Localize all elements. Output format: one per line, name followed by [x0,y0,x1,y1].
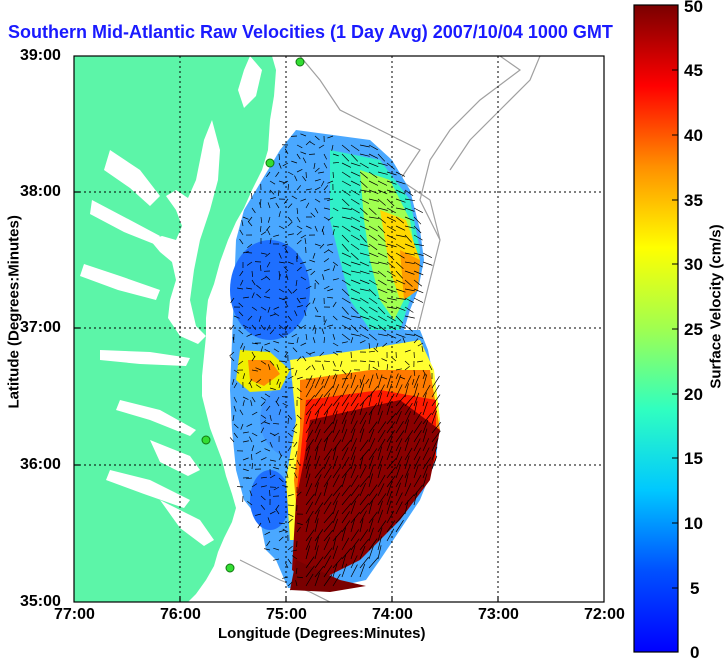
colorbar-tick-label: 25 [684,320,703,340]
x-tick-label: 72:00 [584,606,625,624]
colorbar-tick-label: 45 [684,61,703,81]
station-marker [266,159,274,167]
station-marker [226,564,234,572]
x-tick-label: 74:00 [372,606,413,624]
colorbar-tick-label: 5 [690,579,699,599]
y-tick-label: 38:00 [20,183,61,201]
colorbar-tick-label: 15 [684,449,703,469]
station-marker [202,436,210,444]
y-tick-label: 35:00 [20,593,61,611]
colorbar-tick-label: 35 [684,191,703,211]
x-axis-title: Longitude (Degrees:Minutes) [218,625,426,642]
station-marker [296,58,304,66]
x-tick-label: 76:00 [160,606,201,624]
colorbar-title: Surface Velocity (cm/s) [708,217,724,397]
colorbar-tick-label: 40 [684,126,703,146]
x-tick-label: 75:00 [266,606,307,624]
colorbar [634,5,678,652]
y-axis-title: Latitude (Degrees:Minutes) [6,249,23,409]
x-tick-label: 73:00 [478,606,519,624]
colorbar-tick-label: 0 [690,643,699,663]
colorbar-tick-label: 50 [684,0,703,17]
y-tick-label: 36:00 [20,456,61,474]
colorbar-tick-label: 20 [684,385,703,405]
y-tick-label: 39:00 [20,47,61,65]
colorbar-tick-label: 10 [684,514,703,534]
y-tick-label: 37:00 [20,319,61,337]
colorbar-tick-label: 30 [684,255,703,275]
